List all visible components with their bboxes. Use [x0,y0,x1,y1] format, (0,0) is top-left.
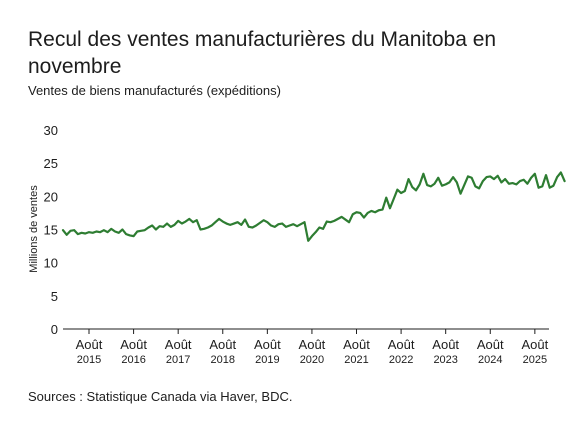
x-tick-label-month: Août [299,337,326,352]
x-tick-label-year: 2023 [433,354,457,366]
source-note: Sources : Statistique Canada via Haver, … [28,389,293,404]
x-tick-label-month: Août [477,337,504,352]
x-tick-label-month: Août [76,337,103,352]
y-tick-label: 0 [51,322,58,337]
x-tick-label-year: 2015 [77,354,101,366]
x-tick-label-year: 2025 [523,354,547,366]
x-tick-label-year: 2021 [344,354,368,366]
x-tick-label-month: Août [165,337,192,352]
y-tick-label: 30 [44,123,58,138]
y-tick-label: 15 [44,223,58,238]
x-tick-label-month: Août [432,337,459,352]
x-tick-label-year: 2020 [300,354,324,366]
x-tick-label-year: 2019 [255,354,279,366]
y-tick-label: 10 [44,256,58,271]
x-tick-label-year: 2018 [211,354,235,366]
series-line-manitoba-sales [61,171,566,242]
y-tick-label: 25 [44,156,58,171]
x-tick-label-year: 2024 [478,354,502,366]
x-tick-label-month: Août [209,337,236,352]
y-axis-label: Millions de ventes [28,185,40,273]
chart-title: Recul des ventes manufacturières du Mani… [28,28,497,78]
x-tick-label-month: Août [343,337,370,352]
x-tick-label-year: 2017 [166,354,190,366]
x-tick-label-month: Août [521,337,548,352]
x-tick-label-year: 2022 [389,354,413,366]
x-axis: Août 2015 Août 2016 Août 2017 Août 2018 Août 2019… [76,329,549,366]
chart-subtitle: Ventes de biens manufacturés (expédition… [28,83,281,98]
y-axis: 0 5 10 15 20 25 30 [44,123,58,337]
x-tick-label-month: Août [254,337,281,352]
x-tick-label-month: Août [388,337,415,352]
x-tick-label-year: 2016 [121,354,145,366]
y-tick-label: 20 [44,189,58,204]
y-tick-label: 5 [51,289,58,304]
x-tick-label-month: Août [120,337,147,352]
